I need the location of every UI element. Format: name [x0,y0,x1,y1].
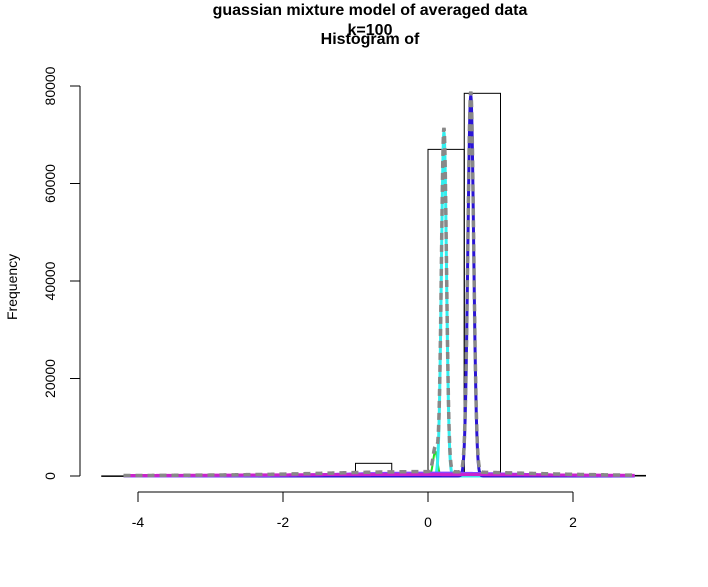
x-tick-label: -2 [277,514,290,530]
mixture-curve [123,91,635,478]
y-tick-label: 0 [42,472,58,480]
x-tick-label: 2 [569,514,577,530]
component-curve-2 [123,132,635,478]
y-tick-label: 80000 [42,66,58,105]
chart-title: guassian mixture model of averaged data [212,2,528,19]
x-tick-label: 0 [424,514,432,530]
x-tick-label: -4 [132,514,145,530]
chart-subtitle-histogram: Histogram of [320,31,420,48]
y-tick-label: 40000 [42,261,58,300]
chart-subtitle-k: k=100 [347,22,393,39]
component-curve-3 [123,95,635,478]
y-tick-label: 60000 [42,164,58,203]
y-tick-label: 20000 [42,359,58,398]
